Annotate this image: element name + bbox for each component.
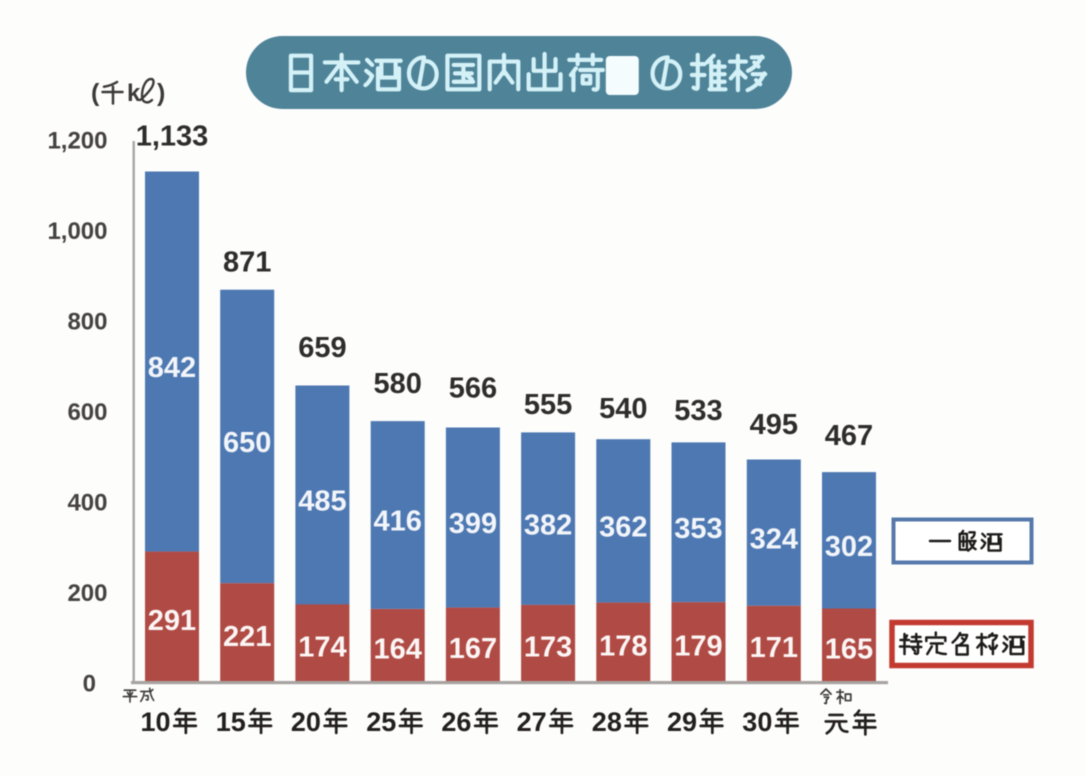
- svg-text:(: (: [91, 79, 100, 107]
- svg-text:178: 178: [599, 631, 647, 663]
- svg-text:399: 399: [449, 508, 497, 540]
- svg-text:871: 871: [223, 247, 271, 279]
- svg-text:164: 164: [374, 634, 422, 666]
- svg-text:173: 173: [524, 632, 572, 664]
- svg-text:324: 324: [750, 523, 798, 555]
- svg-text:221: 221: [223, 621, 271, 653]
- svg-text:382: 382: [524, 509, 572, 541]
- svg-text:25: 25: [366, 707, 396, 737]
- svg-text:10: 10: [141, 707, 171, 737]
- svg-text:555: 555: [524, 389, 572, 421]
- svg-text:1,133: 1,133: [136, 121, 209, 153]
- svg-text:): ): [157, 79, 165, 107]
- svg-text:179: 179: [674, 630, 722, 662]
- svg-text:540: 540: [599, 393, 647, 425]
- svg-text:485: 485: [298, 486, 346, 518]
- svg-text:533: 533: [674, 395, 722, 427]
- svg-text:416: 416: [374, 506, 422, 538]
- svg-text:566: 566: [449, 373, 497, 405]
- svg-text:842: 842: [148, 352, 196, 384]
- svg-text:467: 467: [825, 420, 873, 452]
- svg-text:k: k: [127, 80, 141, 107]
- svg-text:27: 27: [517, 707, 547, 737]
- svg-text:400: 400: [67, 490, 107, 517]
- svg-text:15: 15: [216, 707, 246, 737]
- svg-text:26: 26: [441, 707, 471, 737]
- svg-text:28: 28: [592, 707, 622, 737]
- svg-text:20: 20: [291, 707, 321, 737]
- svg-text:353: 353: [674, 513, 722, 545]
- svg-text:495: 495: [750, 409, 798, 441]
- svg-text:291: 291: [148, 605, 196, 637]
- svg-text:167: 167: [449, 633, 497, 665]
- svg-text:174: 174: [298, 631, 346, 663]
- svg-text:800: 800: [67, 309, 107, 336]
- svg-text:165: 165: [825, 634, 873, 666]
- svg-text:0: 0: [83, 671, 96, 698]
- svg-text:580: 580: [374, 368, 422, 400]
- svg-text:1,000: 1,000: [47, 218, 107, 245]
- svg-text:30: 30: [742, 707, 772, 737]
- svg-text:1,200: 1,200: [47, 128, 107, 155]
- svg-text:659: 659: [298, 332, 346, 364]
- svg-text:302: 302: [825, 531, 873, 563]
- svg-text:29: 29: [667, 707, 697, 737]
- svg-text:650: 650: [223, 427, 271, 459]
- svg-text:171: 171: [750, 632, 798, 664]
- svg-text:200: 200: [67, 580, 107, 607]
- svg-text:362: 362: [599, 512, 647, 544]
- svg-text:600: 600: [67, 399, 107, 426]
